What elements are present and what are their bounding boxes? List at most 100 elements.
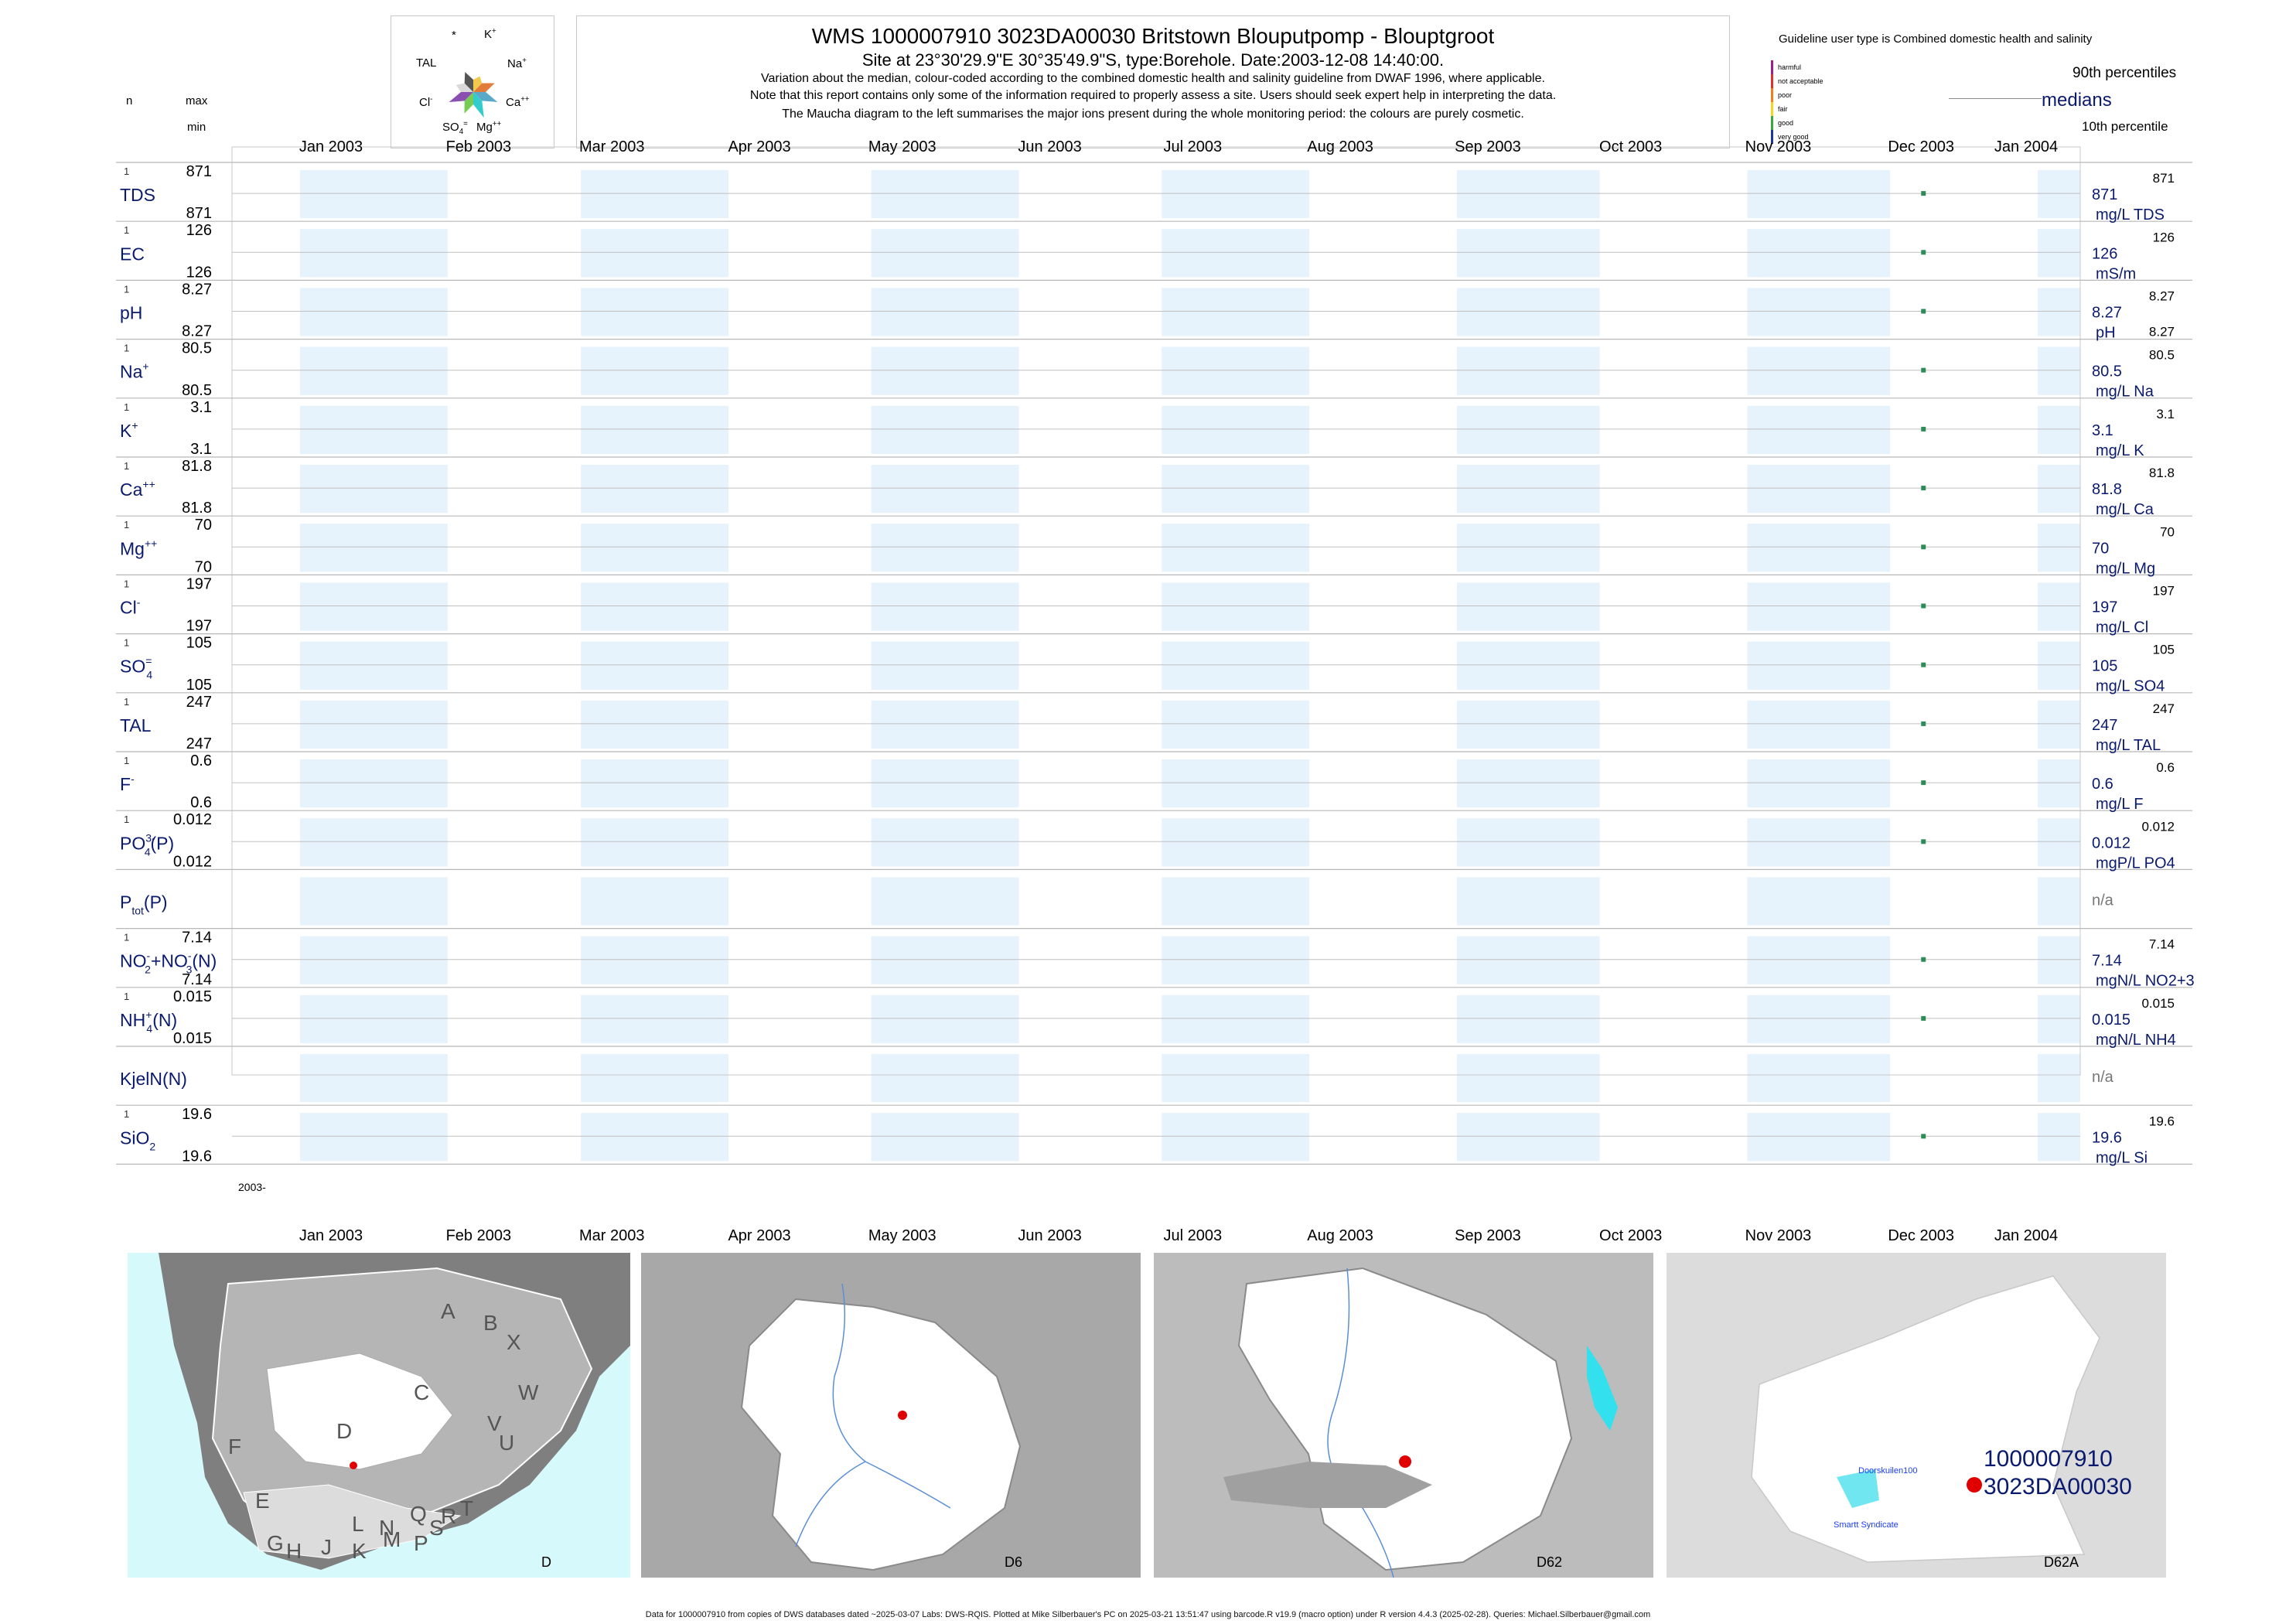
report-note-1: Variation about the median, colour-coded… xyxy=(761,72,1545,85)
chart-area: 1 871 871 TDS 871 mg/L TDS 871 1 126 126 EC 126 mS/m… xyxy=(116,138,2195,1244)
month-band xyxy=(581,1054,729,1103)
row-p90: 197 xyxy=(2153,584,2175,599)
month-band xyxy=(2038,346,2080,395)
row-parameter: SiO2 xyxy=(120,1128,155,1152)
month-band xyxy=(581,524,729,572)
month-band xyxy=(300,405,448,454)
row-n: 1 xyxy=(124,343,129,354)
row-n: 1 xyxy=(124,1108,129,1120)
month-band xyxy=(1162,229,1310,278)
row-p90: 0.012 xyxy=(2141,819,2175,834)
month-band xyxy=(1747,818,1891,867)
map-label: K xyxy=(352,1539,367,1563)
maucha-petal xyxy=(473,92,498,103)
month-band xyxy=(1747,641,1891,690)
month-band xyxy=(581,936,729,984)
row-parameter: NO-2+NO-3(N) xyxy=(120,950,217,976)
month-band xyxy=(300,524,448,572)
data-point xyxy=(1921,721,1926,726)
map-label: P xyxy=(414,1531,428,1555)
row-min: 0.015 xyxy=(173,1030,212,1047)
month-band xyxy=(1747,995,1891,1043)
month-band xyxy=(1747,1054,1891,1103)
row-parameter: F- xyxy=(120,773,135,794)
row-max: 3.1 xyxy=(190,399,212,416)
row-parameter: SO= 4 xyxy=(120,655,152,681)
month-band xyxy=(1747,465,1891,513)
map-label: F xyxy=(228,1435,241,1459)
row-parameter: Ptot(P) xyxy=(120,892,168,917)
month-band xyxy=(300,700,448,749)
month-band xyxy=(581,877,729,926)
month-band xyxy=(581,582,729,631)
month-band xyxy=(1456,995,1600,1043)
map-quaternary-catchment: D62A 1000007910 3023DA00030 Doorskuilen1… xyxy=(1667,1253,2166,1578)
maucha-label-na: Na+ xyxy=(507,56,527,70)
row-min: 19.6 xyxy=(182,1148,212,1165)
month-band xyxy=(300,229,448,278)
data-point xyxy=(1921,839,1926,844)
month-band xyxy=(2038,759,2080,808)
month-band xyxy=(581,641,729,690)
month-band xyxy=(300,995,448,1043)
data-point xyxy=(1921,486,1926,491)
month-band xyxy=(2038,641,2080,690)
legend-swatch xyxy=(1771,60,1773,74)
row-n: 1 xyxy=(124,814,129,825)
row-parameter: KjelN(N) xyxy=(120,1069,187,1089)
month-band xyxy=(300,877,448,926)
maucha-label-tal: TAL xyxy=(416,56,437,70)
plot-frame xyxy=(231,146,2081,1076)
x-tick-label-top: Jan 2003 xyxy=(299,138,363,155)
legend-category: fair xyxy=(1771,102,1788,116)
map-d62-catchment xyxy=(1237,1267,1573,1571)
month-band xyxy=(2038,700,2080,749)
row-median: 19.6 xyxy=(2092,1129,2122,1146)
month-band xyxy=(871,818,1019,867)
maucha-petal xyxy=(473,76,483,92)
month-band xyxy=(1456,229,1600,278)
month-band xyxy=(1747,524,1891,572)
row-p90: 19.6 xyxy=(2149,1114,2175,1128)
data-point xyxy=(1921,1134,1926,1139)
month-band xyxy=(2038,405,2080,454)
legend-swatch xyxy=(1771,130,1773,144)
data-point xyxy=(1921,544,1926,550)
row-median: n/a xyxy=(2092,892,2114,909)
row-n: 1 xyxy=(124,637,129,649)
maucha-label-k: K+ xyxy=(484,27,496,41)
map-label: N xyxy=(379,1516,394,1540)
row-unit: mg/L Ca xyxy=(2096,501,2154,518)
month-band xyxy=(1162,759,1310,808)
month-band xyxy=(871,641,1019,690)
month-band xyxy=(581,288,729,336)
row-parameter: PO3-4(P) xyxy=(120,831,174,858)
row-median: 8.27 xyxy=(2092,305,2122,322)
map-river xyxy=(795,1461,866,1547)
month-band xyxy=(2038,582,2080,631)
data-point xyxy=(1921,426,1926,432)
x-tick-label-bottom: Dec 2003 xyxy=(1888,1227,1954,1244)
month-band xyxy=(1747,1113,1891,1162)
month-band xyxy=(2038,936,2080,984)
month-band xyxy=(1162,288,1310,336)
month-band xyxy=(581,818,729,867)
x-tick-label-top: Jul 2003 xyxy=(1163,138,1222,155)
row-parameter: Ca++ xyxy=(120,478,155,500)
data-point xyxy=(1921,309,1926,314)
row-unit: mg/L K xyxy=(2096,442,2144,459)
month-band xyxy=(300,1054,448,1103)
month-band xyxy=(1162,405,1310,454)
map2-caption: D6 xyxy=(1005,1554,1023,1570)
legend-category-label: harmful xyxy=(1778,63,1802,71)
map-water-body xyxy=(1837,1469,1879,1508)
row-unit: pH xyxy=(2096,325,2116,342)
x-tick-label-bottom: Jul 2003 xyxy=(1163,1227,1222,1244)
map-label: X xyxy=(507,1330,521,1354)
row-max: 80.5 xyxy=(182,340,212,357)
map-label: H xyxy=(286,1539,302,1563)
legend-median-line xyxy=(1949,98,2042,99)
maucha-petal xyxy=(464,92,473,114)
header-n: n xyxy=(126,94,133,107)
row-min: 7.14 xyxy=(182,971,212,988)
